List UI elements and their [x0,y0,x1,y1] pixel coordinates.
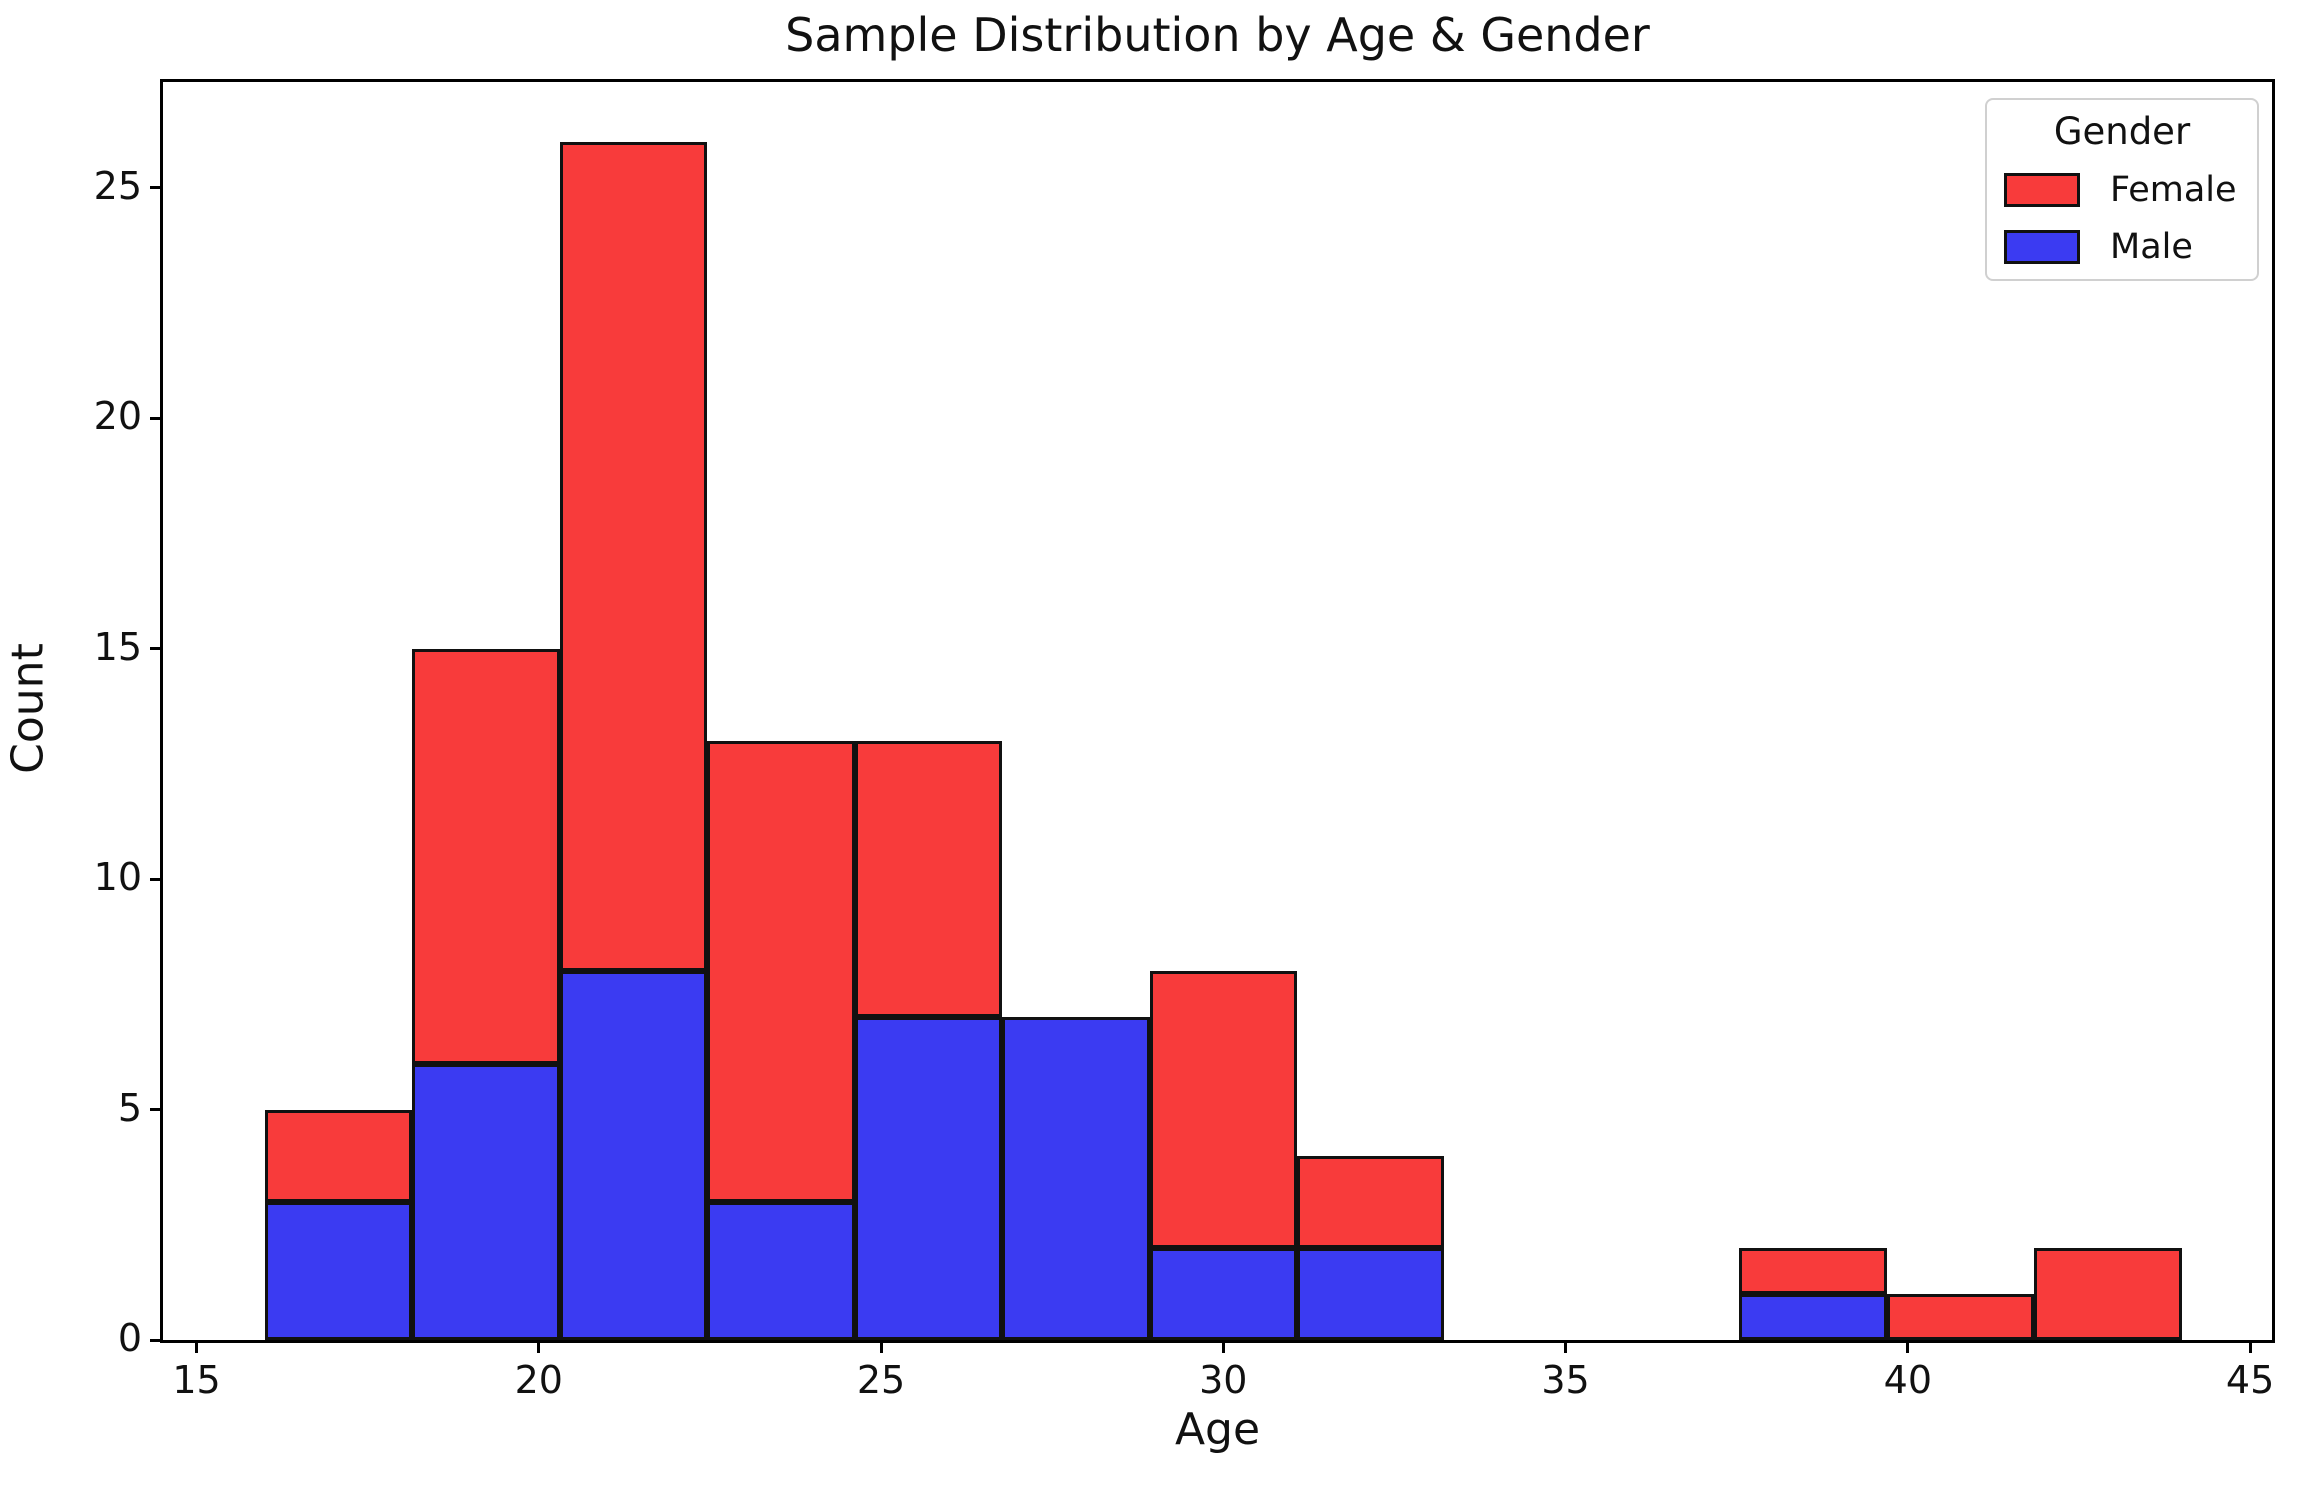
bar-segment-male [707,1201,855,1340]
x-tick-label: 30 [1199,1358,1248,1402]
y-tick-mark [150,647,163,651]
x-tick-label: 45 [2225,1358,2275,1402]
x-tick-label: 25 [856,1358,906,1402]
male-swatch [2004,230,2080,264]
y-axis-label: Count [2,643,54,774]
x-tick-label: 35 [1541,1358,1590,1402]
y-tick-mark [150,1108,163,1112]
legend-entry-female: Female [1987,170,2257,210]
x-tick-mark [1906,1340,1910,1353]
legend-label-female: Female [2110,170,2237,210]
bar-segment-male [1297,1247,1445,1340]
bar-segment-female [854,740,1003,1018]
x-tick-label: 40 [1883,1358,1932,1402]
y-tick-label: 0 [117,1316,142,1360]
bar-segment-male [1149,1247,1298,1340]
bar-segment-female [1297,1155,1445,1248]
bar-segment-female [1739,1247,1887,1294]
y-tick-mark [150,877,163,881]
y-tick-label: 5 [117,1085,142,1130]
bar-segment-female [412,648,560,1064]
bar-segment-male [1739,1293,1887,1340]
bar-segment-female [264,1109,413,1202]
x-tick-mark [879,1340,883,1353]
x-axis-label: Age [1174,1404,1261,1455]
x-tick-mark [195,1340,199,1353]
x-tick-mark [1564,1340,1568,1353]
x-tick-label: 15 [172,1358,221,1402]
y-tick-label: 20 [93,394,142,439]
legend: Gender Female Male [1985,98,2259,281]
y-tick-label: 10 [93,855,142,900]
y-tick-mark [150,1338,163,1342]
bar-segment-male [854,1017,1003,1340]
bar-segment-male [412,1063,560,1340]
legend-entry-male: Male [1987,227,2257,267]
bar-segment-female [559,141,708,972]
bar-segment-female [2034,1247,2182,1340]
bar-segment-female [707,740,855,1202]
female-swatch [2004,173,2080,207]
x-tick-mark [2248,1340,2252,1353]
bar-segment-male [264,1201,413,1340]
legend-title: Gender [2053,110,2191,153]
legend-label-male: Male [2110,227,2193,267]
bar-segment-male [559,971,708,1340]
bar-segment-male [1002,1017,1150,1340]
bar-segment-female [1886,1293,2035,1340]
y-tick-label: 25 [93,163,142,208]
x-tick-mark [1221,1340,1225,1353]
y-tick-mark [150,416,163,420]
chart-title: Sample Distribution by Age & Gender [785,8,1650,62]
y-tick-label: 15 [93,624,142,669]
x-tick-mark [537,1340,541,1353]
y-tick-mark [150,186,163,190]
bar-segment-female [1149,971,1298,1248]
x-tick-label: 20 [514,1358,563,1402]
